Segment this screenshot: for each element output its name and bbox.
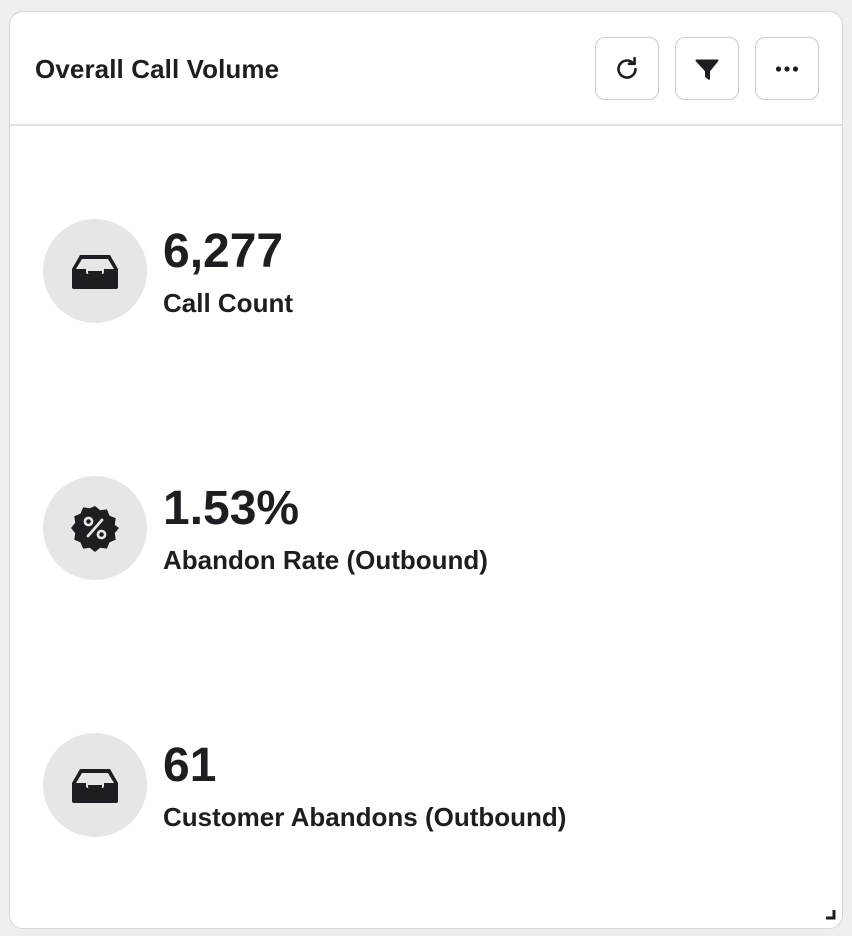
metric-label: Customer Abandons (Outbound)	[163, 802, 567, 832]
more-options-button[interactable]	[755, 37, 819, 100]
more-horizontal-icon	[775, 65, 799, 72]
metric-icon-container	[43, 219, 147, 323]
metric-customer-abandons-outbound: 61 Customer Abandons (Outbound)	[43, 731, 823, 841]
inbox-icon	[72, 769, 118, 803]
widget-title: Overall Call Volume	[35, 54, 280, 84]
metric-abandon-rate-outbound: 1.53% Abandon Rate (Outbound)	[43, 474, 823, 584]
metric-label: Abandon Rate (Outbound)	[163, 545, 488, 575]
metric-icon-container	[43, 476, 147, 580]
overall-call-volume-widget: Overall Call Volume	[9, 11, 843, 929]
metric-label: Call Count	[163, 288, 293, 318]
inbox-icon	[72, 255, 118, 289]
refresh-button[interactable]	[595, 37, 659, 100]
metric-value: 61	[163, 739, 217, 792]
metric-icon-container	[43, 733, 147, 837]
metric-value: 6,277	[163, 225, 284, 278]
percent-badge-icon	[71, 506, 119, 552]
refresh-icon	[617, 56, 637, 79]
metric-value: 1.53%	[163, 482, 300, 535]
widget-header: Overall Call Volume	[10, 12, 842, 126]
resize-handle-icon[interactable]	[824, 908, 836, 920]
filter-button[interactable]	[675, 37, 739, 100]
filter-icon	[695, 59, 719, 80]
metric-call-count: 6,277 Call Count	[43, 217, 823, 327]
